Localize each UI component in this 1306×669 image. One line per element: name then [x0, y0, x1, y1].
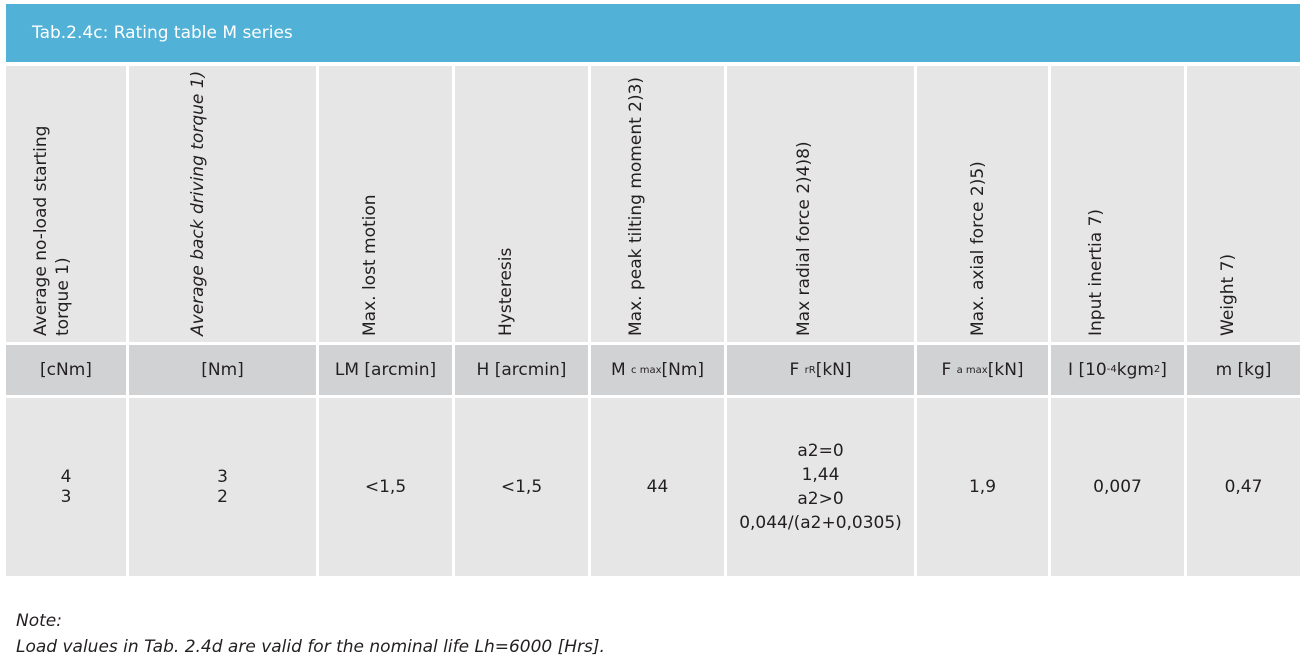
value-line: 0,47 — [1224, 477, 1263, 497]
table-note: Note: Load values in Tab. 2.4d are valid… — [16, 608, 605, 660]
value-back-driving-torque: 3 2 — [129, 398, 316, 576]
heading-radial-force: Max radial force 2)4)8) — [727, 66, 914, 342]
heading-line-1: Max. peak tilting moment 2)3) — [626, 76, 646, 336]
value-line: 1,9 — [968, 477, 997, 497]
heading-line-1: Input inertia 7) — [1086, 208, 1106, 336]
table-caption: Tab.2.4c: Rating table M series — [6, 4, 1300, 62]
value-radial-force: a2=0 1,44 a2>0 0,044/(a2+0,0305) — [727, 398, 914, 576]
value-line: 3 — [217, 467, 228, 487]
unit-symbol: I [10 — [1068, 360, 1107, 380]
unit-mid: kgm — [1116, 360, 1154, 380]
unit-tail: [kN] — [987, 360, 1024, 380]
heading-line-1: Max. lost motion — [360, 194, 380, 336]
table-caption-text: Tab.2.4c: Rating table M series — [32, 23, 293, 43]
unit-hysteresis: H [arcmin] — [455, 345, 588, 395]
note-text: Load values in Tab. 2.4d are valid for t… — [16, 637, 605, 657]
heading-line-2: torque 1) — [53, 257, 73, 336]
unit-back-driving-torque: [Nm] — [129, 345, 316, 395]
heading-weight: Weight 7) — [1187, 66, 1300, 342]
unit-radial-force: F rR [kN] — [727, 345, 914, 395]
unit-lost-motion: LM [arcmin] — [319, 345, 452, 395]
unit-weight: m [kg] — [1187, 345, 1300, 395]
heading-hysteresis: Hysteresis — [455, 66, 588, 342]
value-weight: 0,47 — [1187, 398, 1300, 576]
heading-back-driving-torque: Average back driving torque 1) — [129, 66, 316, 342]
unit-input-inertia: I [10 -4 kgm 2] — [1051, 345, 1184, 395]
value-line: <1,5 — [500, 477, 543, 497]
value-line: 3 — [60, 487, 72, 507]
heading-line-1: Max. axial force 2)5) — [968, 161, 988, 336]
unit-tail: [kN] — [815, 360, 852, 380]
unit-tilting-moment: M c max [Nm] — [591, 345, 724, 395]
heading-tilting-moment: Max. peak tilting moment 2)3) — [591, 66, 724, 342]
heading-line-1: Average no-load starting — [31, 125, 51, 336]
unit-subscript: a max — [956, 364, 988, 376]
value-line: <1,5 — [364, 477, 407, 497]
heading-lost-motion: Max. lost motion — [319, 66, 452, 342]
unit-subscript: c max — [631, 364, 662, 376]
rating-table: Average no-load starting torque 1) Avera… — [6, 66, 1300, 576]
unit-tail: [Nm] — [661, 360, 705, 380]
heading-starting-torque-text: Average no-load starting torque 1) — [30, 72, 73, 336]
heading-axial-force: Max. axial force 2)5) — [917, 66, 1048, 342]
heading-line-1: Average back driving torque 1) — [188, 70, 208, 336]
unit-subscript: rR — [804, 364, 816, 376]
value-line: 0,007 — [1093, 477, 1142, 497]
value-line: a2=0 — [797, 441, 844, 461]
heading-line-1: Weight 7) — [1218, 253, 1238, 336]
unit-symbol: M — [610, 360, 626, 380]
value-line: 44 — [646, 477, 669, 497]
value-line: 2 — [217, 487, 228, 507]
heading-starting-torque: Average no-load starting torque 1) — [6, 66, 126, 342]
value-hysteresis: <1,5 — [455, 398, 588, 576]
value-lost-motion: <1,5 — [319, 398, 452, 576]
value-axial-force: 1,9 — [917, 398, 1048, 576]
unit-tail: ] — [1160, 360, 1167, 380]
unit-symbol: F — [941, 360, 952, 380]
value-input-inertia: 0,007 — [1051, 398, 1184, 576]
unit-axial-force: F a max [kN] — [917, 345, 1048, 395]
note-label: Note: — [16, 611, 62, 631]
heading-line-1: Hysteresis — [496, 247, 516, 336]
value-line: 0,044/(a2+0,0305) — [739, 513, 902, 533]
value-line: 1,44 — [801, 465, 840, 485]
heading-line-1: Max radial force 2)4)8) — [794, 141, 814, 336]
unit-symbol: F — [789, 360, 800, 380]
value-tilting-moment: 44 — [591, 398, 724, 576]
value-line: 4 — [60, 467, 72, 487]
value-starting-torque: 4 3 — [6, 398, 126, 576]
value-line: a2>0 — [797, 489, 844, 509]
heading-input-inertia: Input inertia 7) — [1051, 66, 1184, 342]
unit-starting-torque: [cNm] — [6, 345, 126, 395]
